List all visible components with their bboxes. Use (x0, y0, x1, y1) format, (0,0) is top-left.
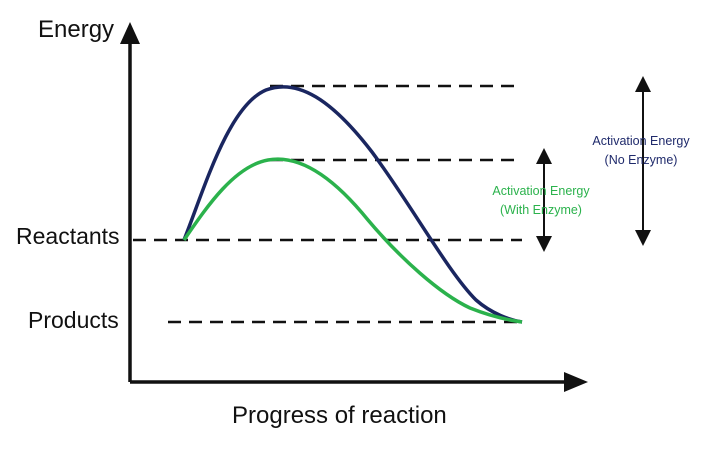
no-enzyme-label-line2: (No Enzyme) (604, 153, 678, 167)
products-label: Products (28, 307, 119, 333)
activation-energy-no-enzyme-label: Activation Energy (No Enzyme) (571, 132, 711, 170)
with-enzyme-curve (182, 157, 523, 324)
with-enzyme-label-line2: (With Enzyme) (500, 203, 582, 217)
y-axis-arrowhead-icon (120, 22, 140, 44)
with-enzyme-label-line1: Activation Energy (492, 184, 590, 198)
x-axis-label: Progress of reaction (232, 402, 447, 429)
reactants-label: Reactants (16, 223, 120, 249)
no-enzyme-curve (182, 85, 523, 324)
x-axis-arrowhead-icon (564, 372, 588, 392)
no-enzyme-label-line1: Activation Energy (592, 134, 690, 148)
activation-energy-with-enzyme-label: Activation Energy (With Enzyme) (471, 182, 611, 220)
y-axis-label: Energy (38, 16, 115, 43)
